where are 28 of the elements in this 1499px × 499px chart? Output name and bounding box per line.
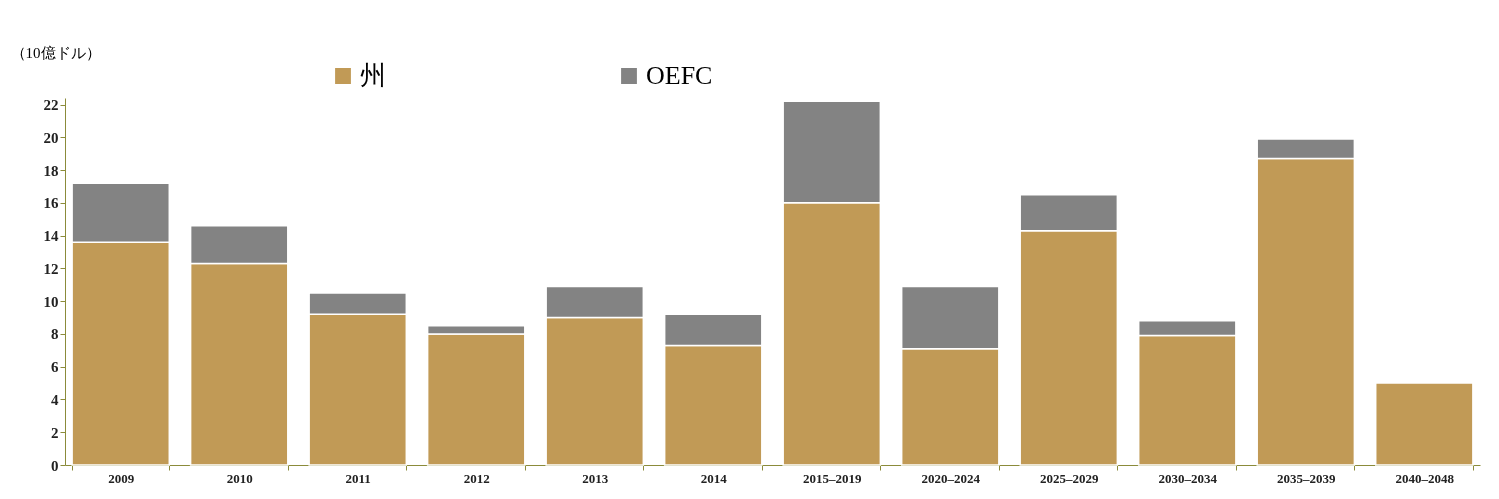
y-tick-label: 10 — [43, 293, 59, 310]
y-tick-label: 6 — [51, 359, 59, 376]
x-tick-label: 2011 — [345, 470, 371, 486]
y-tick-label: 4 — [51, 391, 59, 408]
x-tick-label: 2035–2039 — [1277, 470, 1337, 486]
bar — [1374, 382, 1474, 466]
legend-label: OEFC — [646, 61, 713, 90]
y-tick-label: 22 — [43, 97, 59, 114]
y-axis-title: （10億ドル） — [10, 44, 101, 61]
x-tick-label: 2014 — [700, 470, 728, 486]
y-tick-label: 2 — [51, 424, 59, 441]
x-tick-label: 2013 — [582, 470, 609, 486]
y-tick-label: 16 — [43, 195, 59, 212]
y-tick-label: 8 — [51, 326, 59, 343]
x-tick-label: 2012 — [463, 470, 490, 486]
legend-label: 州 — [360, 61, 386, 90]
y-tick-label: 14 — [43, 228, 59, 245]
y-tick-label: 0 — [51, 457, 59, 474]
x-tick-label: 2010 — [226, 470, 253, 486]
x-tick-label: 2020–2024 — [921, 470, 981, 486]
x-tick-label: 2030–2034 — [1158, 470, 1218, 486]
x-tick-label: 2040–2048 — [1395, 470, 1455, 486]
x-tick-label: 2015–2019 — [803, 470, 862, 486]
y-tick-label: 18 — [43, 162, 59, 179]
x-tick-label: 2025–2029 — [1040, 470, 1100, 486]
y-tick-label: 12 — [43, 260, 59, 277]
x-tick-label: 2009 — [108, 470, 135, 486]
y-tick-label: 20 — [43, 129, 59, 146]
